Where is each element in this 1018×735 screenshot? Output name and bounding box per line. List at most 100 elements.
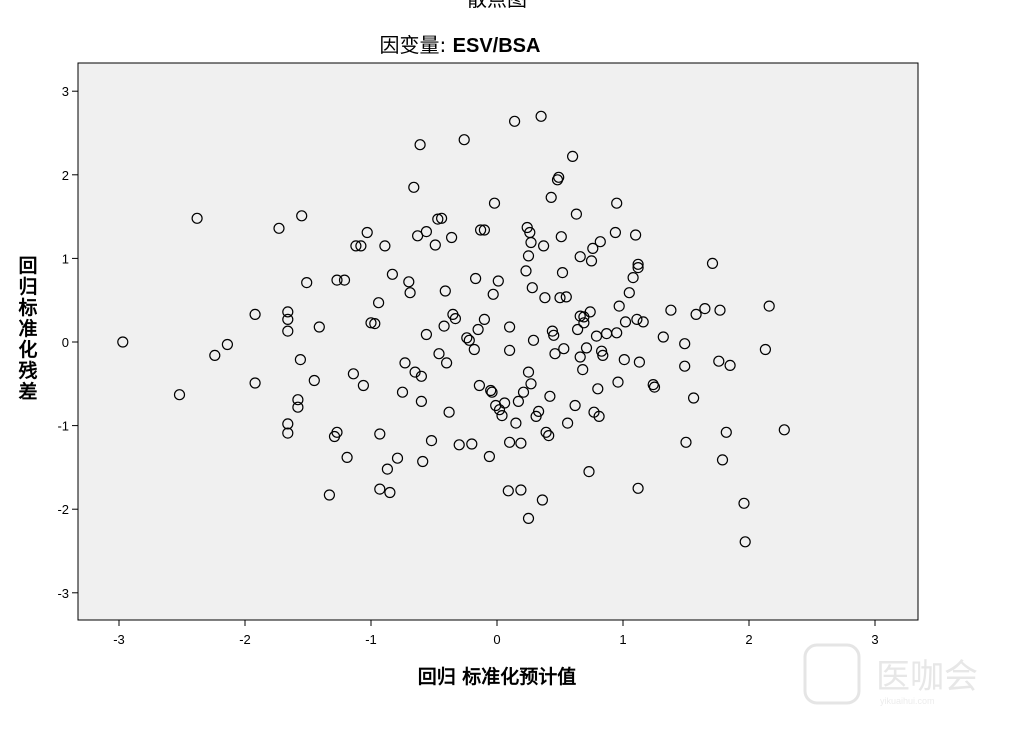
data-point: [679, 338, 691, 350]
data-point: [487, 288, 499, 300]
data-point: [609, 226, 622, 239]
data-point: [282, 418, 294, 430]
data-point: [282, 313, 294, 325]
data-point: [485, 384, 497, 397]
data-point: [522, 366, 535, 378]
data-point: [441, 357, 453, 369]
data-point: [611, 197, 623, 209]
data-point: [571, 323, 584, 336]
x-tick-label: 0: [493, 632, 500, 647]
x-tick-label: 2: [745, 632, 752, 647]
data-point: [592, 383, 604, 395]
y-tick-label: 3: [62, 84, 69, 99]
data-point: [414, 139, 426, 151]
data-point: [458, 134, 470, 146]
data-point: [504, 436, 516, 448]
data-point: [590, 330, 603, 342]
data-point: [282, 427, 294, 439]
data-point: [706, 257, 719, 269]
data-point: [716, 454, 729, 466]
data-point: [396, 386, 409, 398]
data-point: [369, 318, 381, 330]
y-tick-label: -1: [57, 419, 69, 434]
x-tick-label: -2: [239, 632, 251, 647]
y-tick-label: -2: [57, 502, 69, 517]
data-point: [597, 349, 609, 361]
data-point: [492, 275, 504, 287]
data-point: [502, 485, 514, 497]
data-point: [714, 304, 726, 316]
data-point: [515, 437, 527, 449]
data-point: [713, 355, 725, 367]
data-point: [619, 316, 632, 328]
data-point: [548, 329, 560, 341]
data-point: [558, 343, 570, 355]
data-point: [585, 255, 598, 267]
data-point: [478, 224, 490, 236]
data-point: [554, 292, 566, 304]
data-point: [759, 343, 772, 356]
data-point: [209, 349, 221, 361]
data-point: [391, 452, 404, 464]
data-point: [522, 250, 535, 262]
data-point: [561, 417, 574, 429]
data-point: [365, 317, 377, 329]
data-point: [679, 360, 691, 372]
data-point: [584, 306, 596, 318]
data-point: [341, 451, 353, 463]
watermark-subtext: yikuaihui.com: [880, 696, 935, 706]
data-point: [439, 285, 451, 297]
data-point: [577, 364, 589, 376]
data-point: [587, 242, 599, 254]
data-point: [273, 222, 285, 234]
y-axis-label: 回归标准化残差: [18, 255, 37, 403]
data-point: [292, 394, 304, 406]
x-tick-label: 3: [871, 632, 878, 647]
data-point: [386, 268, 398, 280]
x-tick-label: 1: [619, 632, 626, 647]
data-point: [632, 258, 644, 270]
data-point: [724, 359, 736, 371]
data-point: [738, 497, 750, 509]
data-point: [595, 345, 608, 357]
data-point: [338, 274, 351, 286]
data-point: [438, 320, 450, 332]
data-point: [221, 338, 233, 351]
data-point: [594, 236, 606, 248]
data-points: [117, 110, 790, 548]
data-point: [408, 181, 420, 193]
data-point: [331, 274, 343, 286]
chart-subtitle: 因变量: ESV/BSA: [380, 33, 541, 57]
data-point: [611, 327, 623, 339]
data-point: [466, 438, 478, 450]
watermark-text: 医咖会: [876, 657, 978, 697]
data-point: [374, 428, 386, 440]
data-point: [420, 328, 432, 341]
data-point: [632, 262, 644, 274]
data-point: [517, 386, 530, 398]
data-point: [347, 368, 359, 380]
data-point: [374, 483, 386, 495]
data-point: [429, 239, 441, 251]
data-point: [463, 334, 475, 346]
data-point: [399, 357, 411, 369]
data-point: [403, 276, 415, 288]
y-tick-label: 1: [62, 251, 69, 266]
data-point: [540, 426, 552, 438]
data-point: [543, 430, 555, 442]
data-point: [510, 417, 522, 429]
plot-area: [77, 62, 919, 621]
data-point: [526, 282, 538, 294]
data-point: [508, 115, 521, 127]
data-point: [544, 390, 556, 402]
data-point: [665, 304, 677, 316]
x-axis-label: 回归 标准化预计值: [418, 665, 577, 688]
data-point: [249, 377, 261, 389]
data-point: [301, 277, 313, 289]
data-point: [537, 240, 550, 252]
data-point: [555, 231, 567, 243]
data-point: [520, 265, 532, 277]
data-point: [415, 370, 427, 382]
data-point: [313, 321, 325, 333]
